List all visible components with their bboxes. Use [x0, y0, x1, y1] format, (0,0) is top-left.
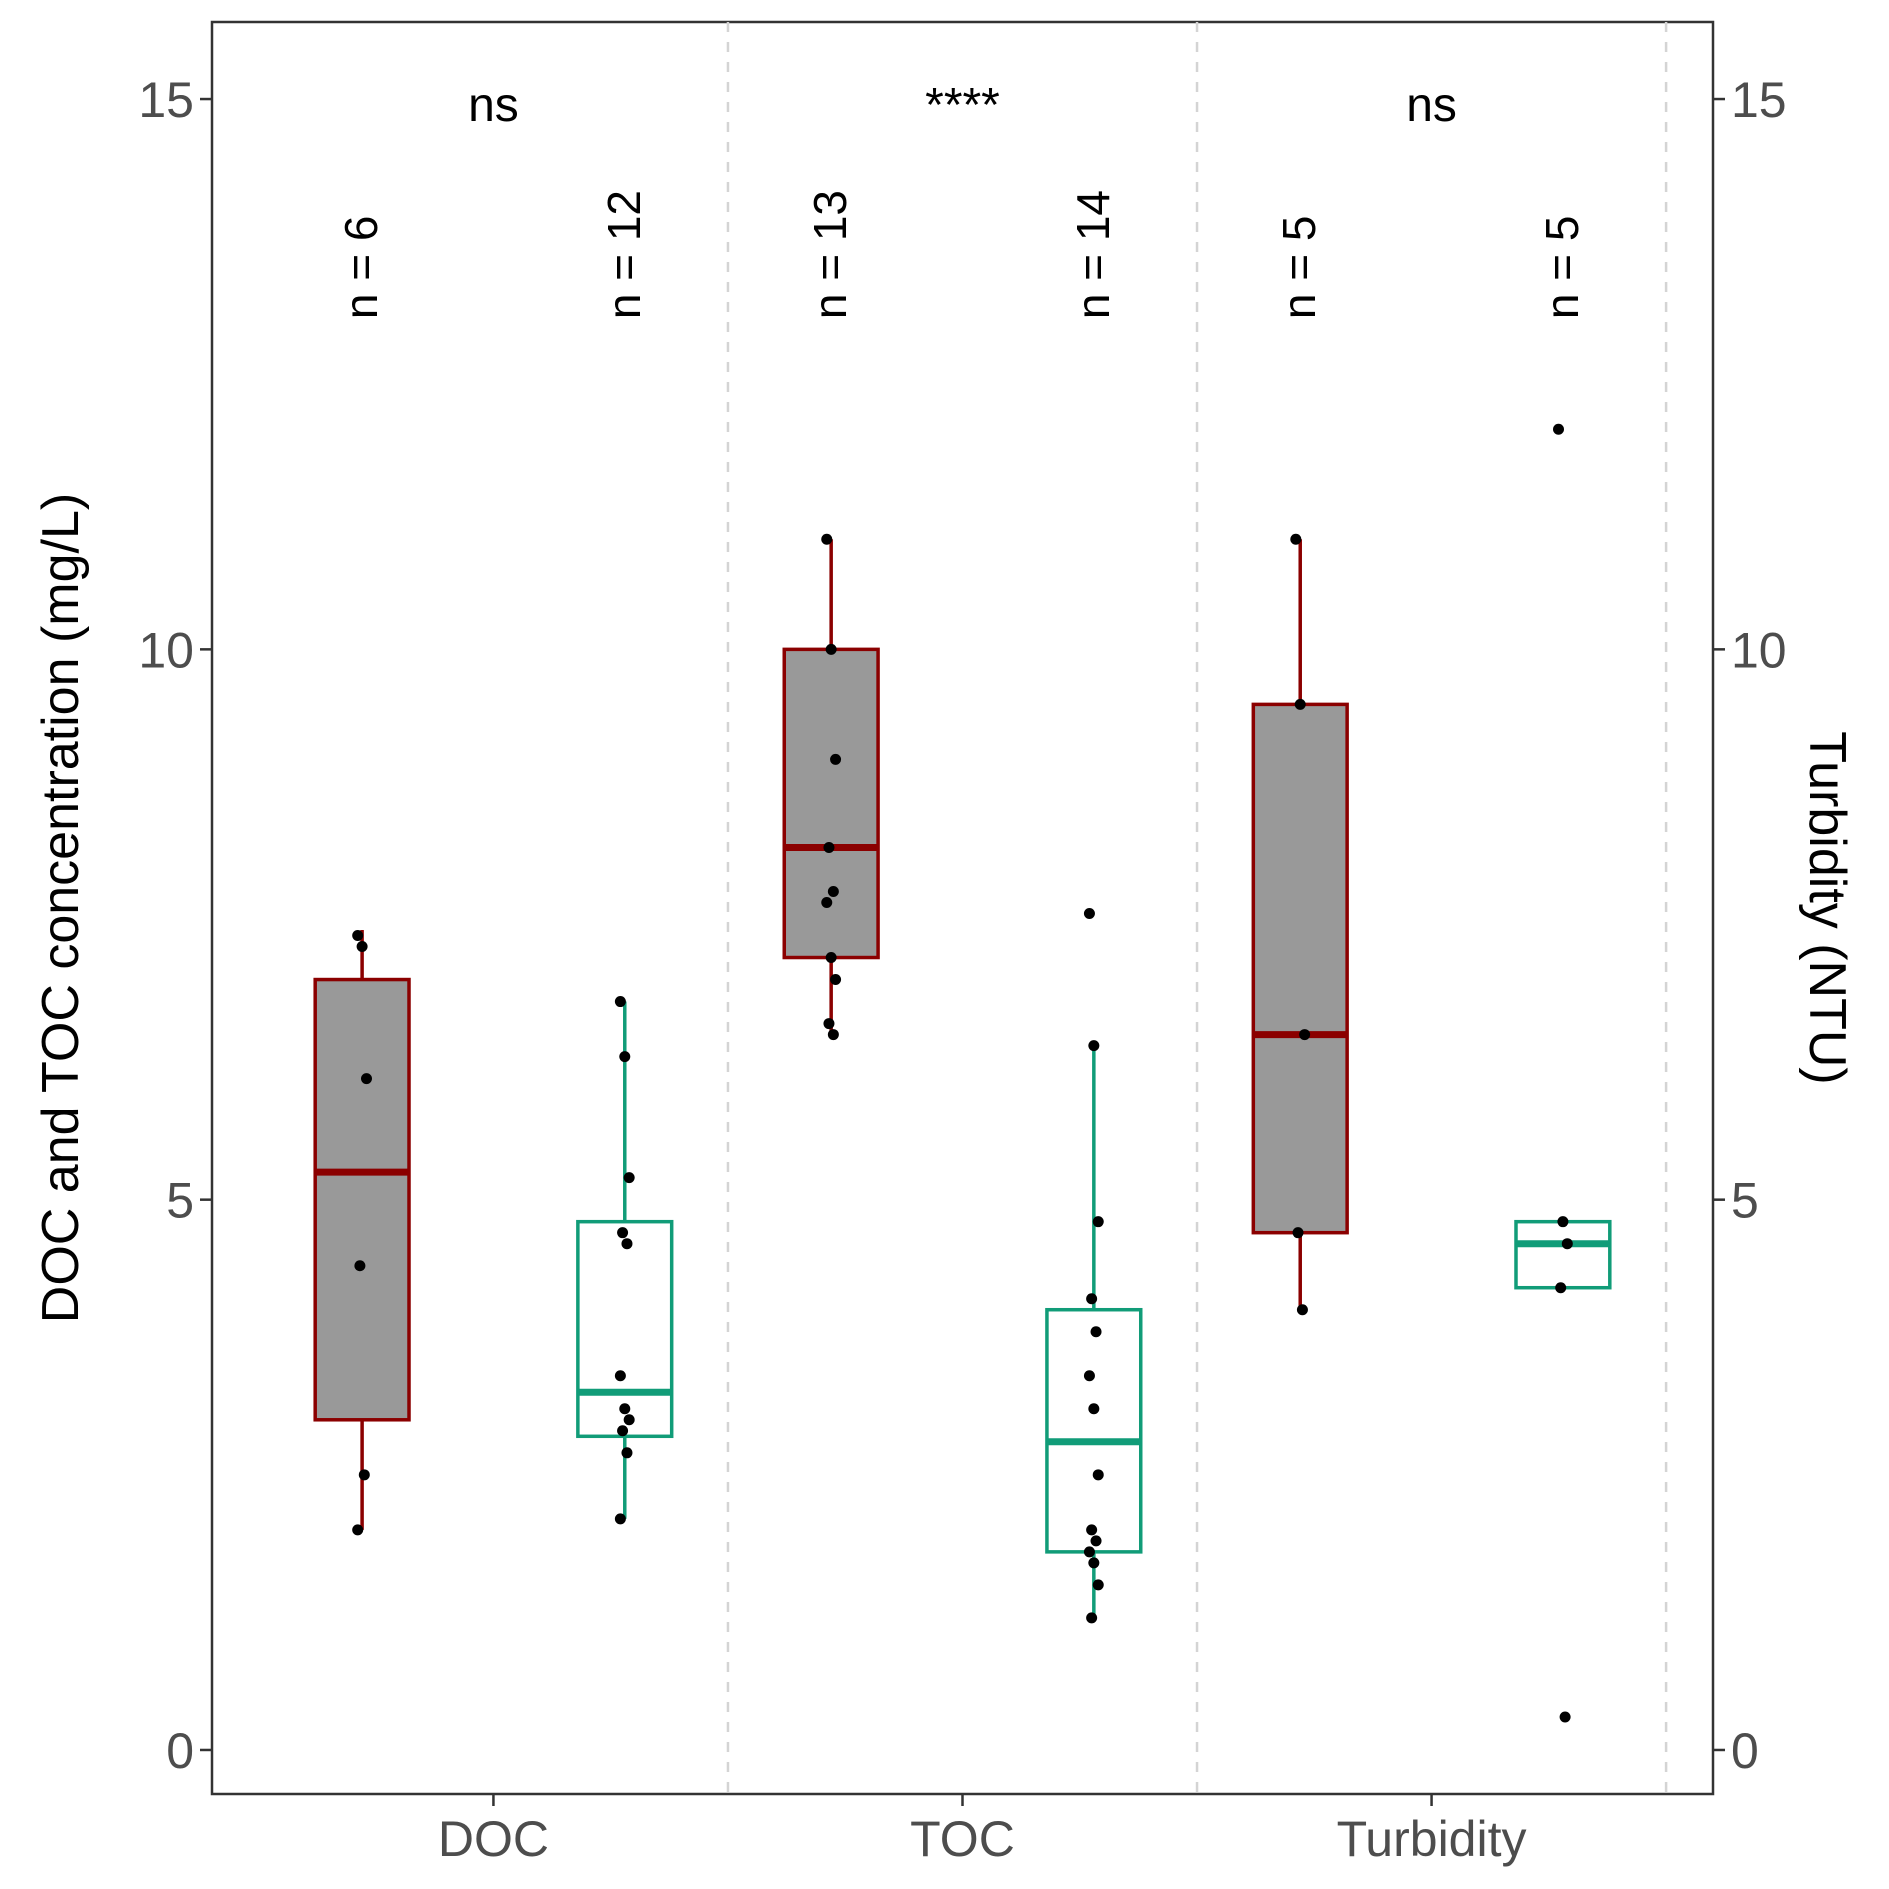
data-point [1083, 908, 1095, 920]
data-point [1092, 1216, 1104, 1228]
data-point [354, 1260, 366, 1272]
data-point [617, 1425, 629, 1437]
plot-panel [210, 20, 1715, 1796]
y2-axis-title: Turbidity (NTU) [1798, 731, 1856, 1084]
data-point [1296, 1304, 1308, 1316]
data-point [827, 885, 839, 897]
data-point [1092, 1469, 1104, 1481]
data-point [356, 941, 368, 953]
sample-size-label: n = 12 [598, 190, 650, 319]
data-point [1290, 533, 1302, 545]
sample-size-label: n = 5 [1536, 216, 1588, 320]
gridlines [726, 22, 1668, 1794]
data-point [617, 1227, 629, 1239]
y2-tick-label: 0 [1731, 1723, 1759, 1779]
boxes [313, 539, 1612, 1618]
data-point [623, 1414, 635, 1426]
data-point [1557, 1216, 1569, 1228]
y2-tick-label: 15 [1731, 72, 1787, 128]
y2-tick-label: 10 [1731, 622, 1787, 678]
y-tick-label: 10 [138, 622, 194, 678]
data-point [821, 533, 833, 545]
significance-label: ns [468, 79, 519, 132]
box-iqr [782, 647, 880, 960]
sample-size-label: n = 14 [1067, 190, 1119, 319]
y-tick-label: 15 [138, 72, 194, 128]
box-iqr [313, 977, 411, 1422]
data-point [621, 1238, 633, 1250]
data-point [823, 1018, 835, 1030]
y2-tick-label: 5 [1731, 1173, 1759, 1229]
data-point [1299, 1029, 1311, 1041]
x-tick-label: TOC [910, 1811, 1015, 1867]
axes: 0 5 10 15 0 5 10 15 DOC TOC Turbidity [138, 72, 1786, 1867]
data-point [1083, 1546, 1095, 1558]
significance-label: ns [1406, 79, 1457, 132]
data-point [352, 1524, 364, 1536]
data-point [821, 896, 833, 908]
data-point [621, 1447, 633, 1459]
data-point [825, 952, 837, 964]
data-point [1292, 1227, 1304, 1239]
data-point [1090, 1326, 1102, 1338]
box-iqr [1251, 702, 1349, 1235]
sample-size-label: n = 5 [1273, 216, 1325, 320]
data-point [1090, 1535, 1102, 1547]
data-points [352, 423, 1573, 1723]
data-point [1555, 1282, 1567, 1294]
x-tick-label: Turbidity [1337, 1811, 1527, 1867]
significance-label: **** [925, 79, 1000, 132]
data-point [825, 643, 837, 655]
data-point [614, 1513, 626, 1525]
data-point [1561, 1238, 1573, 1250]
data-point [1088, 1403, 1100, 1415]
data-point [614, 996, 626, 1008]
data-point [623, 1172, 635, 1184]
data-point [614, 1370, 626, 1382]
data-point [619, 1051, 631, 1063]
data-point [1083, 1370, 1095, 1382]
data-point [1088, 1557, 1100, 1569]
y-tick-label: 5 [166, 1173, 194, 1229]
data-point [1086, 1293, 1098, 1305]
data-point [1092, 1579, 1104, 1591]
data-point [823, 841, 835, 853]
annotations: ns n = 6 n = 12 **** n = 13 n = 14 ns n = 5 n = … [335, 79, 1588, 319]
data-point [1088, 1040, 1100, 1052]
box-iqr [1514, 1219, 1612, 1290]
data-point [827, 1029, 839, 1041]
data-point [1559, 1711, 1571, 1723]
y-axis-title: DOC and TOC concentration (mg/L) [32, 493, 90, 1323]
sample-size-label: n = 13 [804, 190, 856, 319]
data-point [361, 1073, 372, 1085]
data-point [1086, 1612, 1098, 1624]
data-point [619, 1403, 631, 1415]
box-iqr [576, 1219, 674, 1439]
data-point [1294, 698, 1306, 710]
data-point [1553, 423, 1564, 435]
sample-size-label: n = 6 [335, 216, 387, 320]
data-point [830, 753, 842, 765]
data-point [358, 1469, 370, 1481]
box-iqr [1045, 1307, 1143, 1554]
y-tick-label: 0 [166, 1723, 194, 1779]
x-tick-label: DOC [438, 1811, 549, 1867]
data-point [1086, 1524, 1098, 1536]
data-point [830, 974, 842, 986]
data-point [352, 930, 364, 942]
